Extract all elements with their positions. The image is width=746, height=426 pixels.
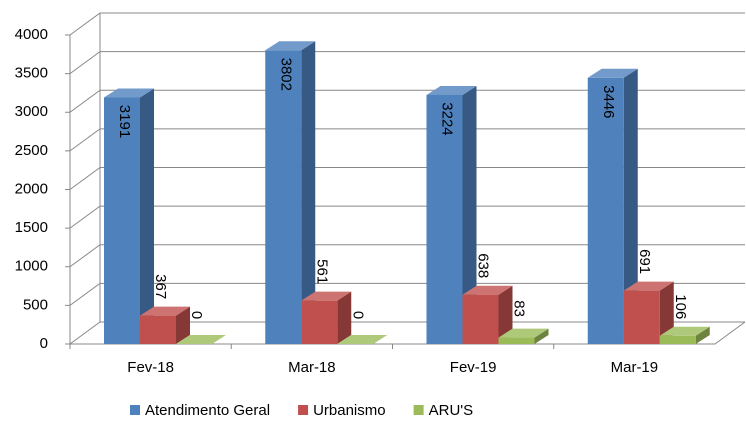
bar: [140, 315, 176, 344]
y-tick-label: 4000: [15, 26, 48, 43]
grid-line: [69, 12, 745, 36]
legend-swatch: [130, 405, 140, 415]
bar-top: [426, 85, 477, 95]
y-tick-label: 500: [23, 296, 48, 313]
bar-side: [176, 306, 190, 344]
grid-line: [69, 244, 745, 268]
bar: [265, 50, 302, 344]
grid-line: [69, 321, 745, 345]
bar-top: [623, 281, 674, 291]
bar-top: [337, 335, 388, 344]
bar: [301, 300, 338, 344]
bar-top: [462, 285, 513, 295]
data-label: 0: [188, 311, 205, 319]
grid-line: [69, 167, 745, 190]
y-tick-label: 0: [40, 335, 48, 352]
data-label: 691: [636, 249, 653, 274]
bar-side: [337, 291, 352, 344]
bar-side: [462, 85, 477, 345]
data-label: 638: [475, 253, 492, 278]
bar: [498, 337, 535, 344]
bar-side: [140, 88, 154, 345]
data-label: 3191: [116, 105, 133, 138]
legend-label: ARU'S: [429, 402, 474, 419]
y-tick-label: 3000: [15, 103, 48, 120]
grid-line: [69, 282, 745, 306]
data-label: 561: [313, 259, 330, 284]
legend-label: Atendimento Geral: [145, 402, 270, 419]
bar-side: [623, 68, 638, 344]
grid-line: [69, 51, 745, 75]
x-tick-label: Fev-18: [127, 359, 174, 376]
data-label: 3446: [600, 85, 617, 118]
legend-swatch: [298, 405, 309, 415]
y-tick-label: 2500: [15, 142, 48, 159]
data-label: 106: [672, 294, 689, 319]
data-label: 3224: [439, 102, 456, 135]
bar: [426, 94, 463, 344]
bar-top: [498, 328, 549, 338]
bar: [587, 77, 624, 344]
bar: [623, 290, 660, 344]
legend-swatch: [413, 405, 424, 415]
legend-label: Urbanismo: [313, 402, 386, 419]
x-tick-label: Mar-19: [611, 359, 659, 376]
bar-top: [659, 326, 710, 336]
x-tick-label: Fev-19: [450, 359, 497, 376]
data-label: 367: [152, 274, 169, 299]
bar-top: [176, 335, 226, 344]
x-tick-label: Mar-18: [288, 359, 336, 376]
bar-top: [301, 291, 352, 301]
bar-side: [695, 326, 710, 344]
y-tick-label: 3500: [15, 65, 48, 82]
bar: [104, 97, 140, 345]
grid-line: [69, 128, 745, 152]
y-tick-label: 1000: [15, 258, 48, 275]
bar-side: [498, 285, 513, 344]
data-label: 83: [511, 300, 528, 317]
bar-side: [301, 41, 316, 344]
bar-top: [587, 68, 638, 78]
y-tick-label: 2000: [15, 180, 48, 197]
bar: [659, 335, 696, 344]
data-label: 0: [349, 311, 366, 319]
grid-line: [69, 205, 745, 229]
y-tick-label: 1500: [15, 219, 48, 236]
bar: [462, 294, 499, 344]
bar-top: [140, 306, 190, 316]
bar-side: [659, 281, 674, 344]
bar-top: [104, 88, 154, 98]
data-label: 3802: [277, 58, 294, 91]
grid-line: [69, 89, 745, 113]
bar-side: [534, 328, 549, 344]
bar-top: [265, 41, 316, 51]
